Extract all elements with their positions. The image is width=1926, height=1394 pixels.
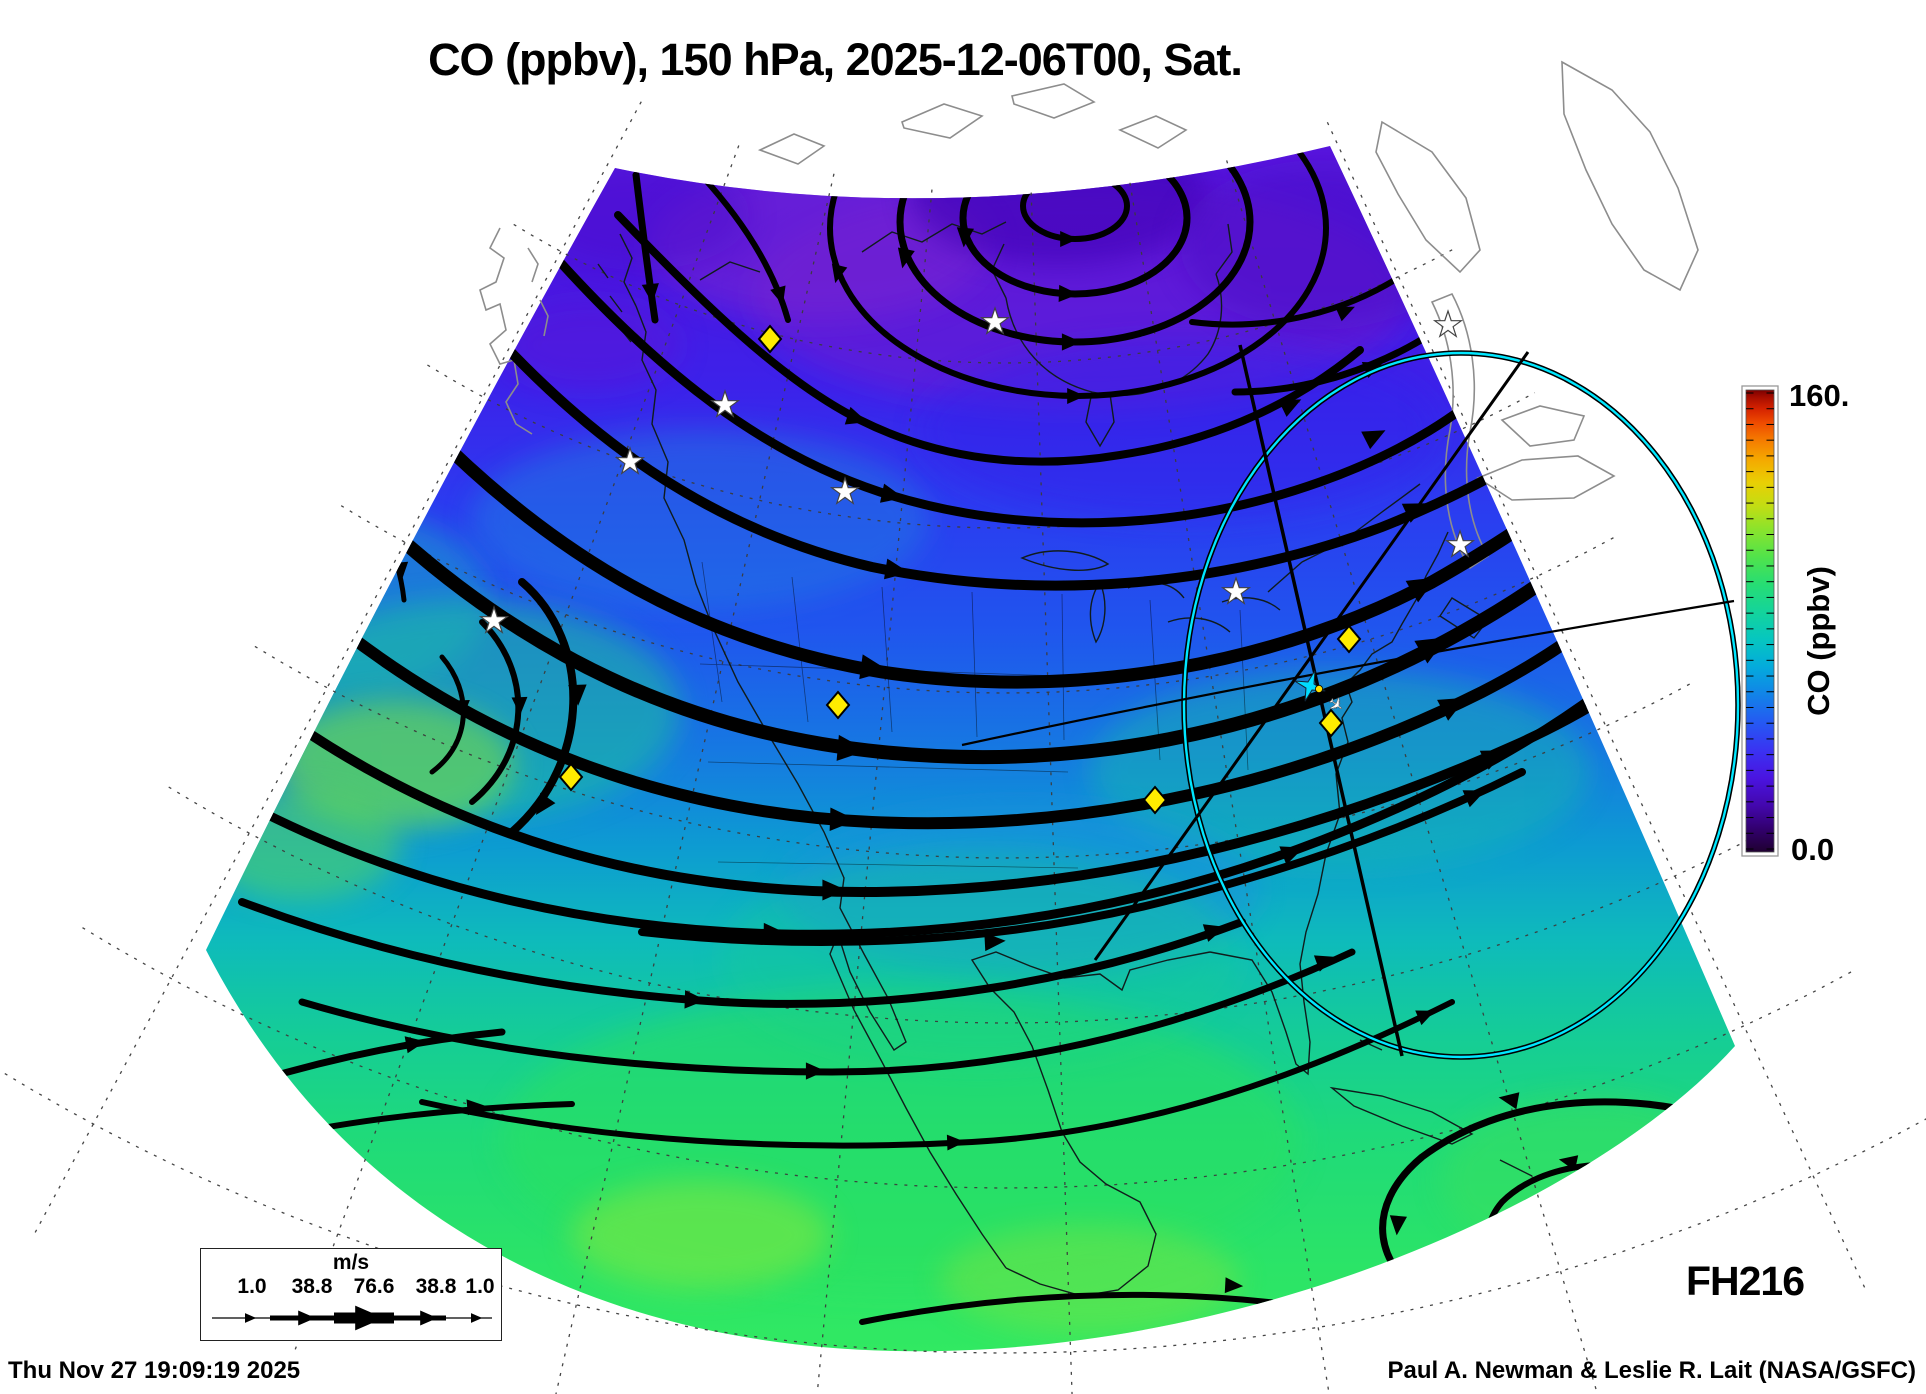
range-ring <box>1182 351 1740 1059</box>
site-diamond-marker <box>1142 785 1168 815</box>
creation-timestamp: Thu Nov 27 19:09:19 2025 <box>8 1357 301 1384</box>
wind-speed-scale-barb <box>212 1305 492 1331</box>
plot-title: CO (ppbv), 150 hPa, 2025-12-06T00, Sat. <box>428 34 1243 85</box>
site-diamond-marker <box>558 762 584 792</box>
station-star-marker <box>1220 576 1252 605</box>
site-diamond-marker <box>825 690 851 720</box>
station-star-marker <box>614 446 646 475</box>
transect-line <box>1238 344 1404 1057</box>
state-borders <box>699 561 1249 869</box>
wind-speed-value: 1.0 <box>237 1275 267 1298</box>
station-star-marker <box>709 389 741 418</box>
wind-streamlines <box>233 146 1735 1335</box>
wind-speed-value: 1.0 <box>465 1275 495 1298</box>
wind-speed-legend: m/s 1.0 38.8 76.6 38.8 1.0 <box>200 1248 502 1341</box>
station-star-marker <box>829 476 861 505</box>
colorbar-ticks <box>1746 392 1774 850</box>
wind-speed-value: 76.6 <box>353 1275 395 1298</box>
transect-line <box>1093 351 1530 961</box>
colorbar-frame <box>1741 385 1779 857</box>
forecast-hour-label: FH216 <box>1685 1258 1805 1304</box>
transect-line <box>961 599 1735 747</box>
center-dot-marker <box>1315 685 1324 694</box>
site-diamond-marker <box>1318 708 1344 738</box>
colorbar-min-label: 0.0 <box>1791 832 1835 867</box>
colorbar <box>1745 389 1775 853</box>
colorbar-axis-label: CO (ppbv) <box>1801 566 1836 716</box>
station-star-marker <box>1432 309 1464 338</box>
colorbar-max-label: 160. <box>1789 378 1850 413</box>
coastlines-outside-domain <box>479 60 1699 570</box>
wind-speed-values: 1.0 38.8 76.6 38.8 1.0 <box>206 1275 498 1299</box>
site-diamond-marker <box>757 324 783 354</box>
station-star-marker <box>478 605 510 634</box>
site-diamond-marker <box>1336 624 1362 654</box>
station-star-marker <box>1444 529 1476 558</box>
credit-line: Paul A. Newman & Leslie R. Lait (NASA/GS… <box>1387 1357 1916 1384</box>
wind-speed-value: 38.8 <box>291 1275 333 1298</box>
station-star-marker <box>979 306 1011 335</box>
wind-speed-value: 38.8 <box>415 1275 457 1298</box>
wind-units-label: m/s <box>332 1251 370 1274</box>
